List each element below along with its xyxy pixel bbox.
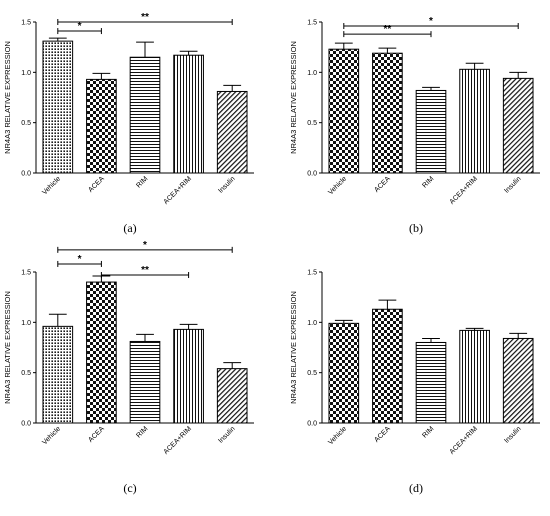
bar [328, 48, 360, 174]
bar [129, 56, 161, 174]
significance-label: ** [141, 265, 149, 276]
y-tick-label: 1.0 [21, 320, 31, 327]
y-tick-label: 0.5 [21, 120, 31, 127]
category-label: ACEA+RIM [163, 425, 194, 456]
bar [173, 54, 204, 174]
y-tick-label: 0.5 [307, 120, 317, 127]
panel-label: (c) [123, 481, 136, 495]
bar [459, 329, 490, 424]
significance-label: * [143, 240, 147, 251]
bar [502, 77, 534, 174]
category-label: RIM [135, 425, 149, 439]
category-label: ACEA+RIM [449, 175, 480, 206]
significance-label: ** [384, 24, 392, 35]
y-tick-label: 0.0 [307, 171, 317, 178]
chart-panel: 0.0 0.5 1.0 1.5 NR4A3 RELATIVE EXPRESSION Veh… [3, 240, 254, 495]
panel-label: (a) [123, 221, 136, 235]
bar [86, 281, 117, 424]
category-label: RIM [421, 425, 435, 439]
significance-label: ** [141, 12, 149, 23]
bar [173, 328, 204, 424]
bar [328, 322, 360, 424]
significance-label: * [78, 21, 82, 32]
category-label: Vehicle [41, 425, 62, 446]
y-tick-label: 1.0 [307, 320, 317, 327]
bar [86, 78, 117, 174]
y-tick-label: 1.5 [307, 270, 317, 277]
category-label: Vehicle [327, 425, 348, 446]
bar [42, 40, 74, 174]
y-axis-title: NR4A3 RELATIVE EXPRESSION [289, 41, 298, 154]
significance-label: * [429, 16, 433, 27]
panel-label: (d) [409, 481, 423, 495]
category-label: Insulin [503, 175, 522, 194]
category-label: ACEA [373, 425, 392, 444]
category-label: ACEA+RIM [163, 175, 194, 206]
category-label: Vehicle [41, 175, 62, 196]
category-label: Insulin [503, 425, 522, 444]
bar [372, 308, 403, 424]
y-tick-label: 0.0 [21, 421, 31, 428]
category-label: Vehicle [327, 175, 348, 196]
y-tick-label: 0.5 [21, 370, 31, 377]
y-tick-label: 0.0 [21, 171, 31, 178]
y-axis-title: NR4A3 RELATIVE EXPRESSION [3, 291, 12, 404]
panel-label: (b) [409, 221, 423, 235]
chart-panel: 0.0 0.5 1.0 1.5 NR4A3 RELATIVE EXPRESSION Veh… [289, 16, 540, 235]
category-label: ACEA+RIM [449, 425, 480, 456]
bar [415, 89, 447, 174]
bar [459, 68, 490, 174]
category-label: RIM [421, 175, 435, 189]
bar [415, 341, 447, 424]
y-tick-label: 1.5 [21, 270, 31, 277]
significance-label: * [78, 254, 82, 265]
chart-panel: 0.0 0.5 1.0 1.5 NR4A3 RELATIVE EXPRESSION Veh… [289, 270, 540, 495]
y-tick-label: 1.0 [21, 70, 31, 77]
y-axis-title: NR4A3 RELATIVE EXPRESSION [3, 41, 12, 154]
bar [216, 368, 248, 424]
bar [129, 340, 161, 424]
category-label: Insulin [217, 425, 236, 444]
bar [372, 52, 403, 174]
y-axis-title: NR4A3 RELATIVE EXPRESSION [289, 291, 298, 404]
y-tick-label: 0.0 [307, 421, 317, 428]
y-tick-label: 1.5 [21, 20, 31, 27]
category-label: ACEA [87, 425, 106, 444]
bar [216, 90, 248, 174]
category-label: ACEA [373, 175, 392, 194]
bar [42, 325, 74, 424]
y-tick-label: 0.5 [307, 370, 317, 377]
chart-panel: 0.0 0.5 1.0 1.5 NR4A3 RELATIVE EXPRESSION Veh… [3, 12, 254, 235]
y-tick-label: 1.0 [307, 70, 317, 77]
category-label: Insulin [217, 175, 236, 194]
y-tick-label: 1.5 [307, 20, 317, 27]
category-label: ACEA [87, 175, 106, 194]
category-label: RIM [135, 175, 149, 189]
bar [502, 337, 534, 424]
